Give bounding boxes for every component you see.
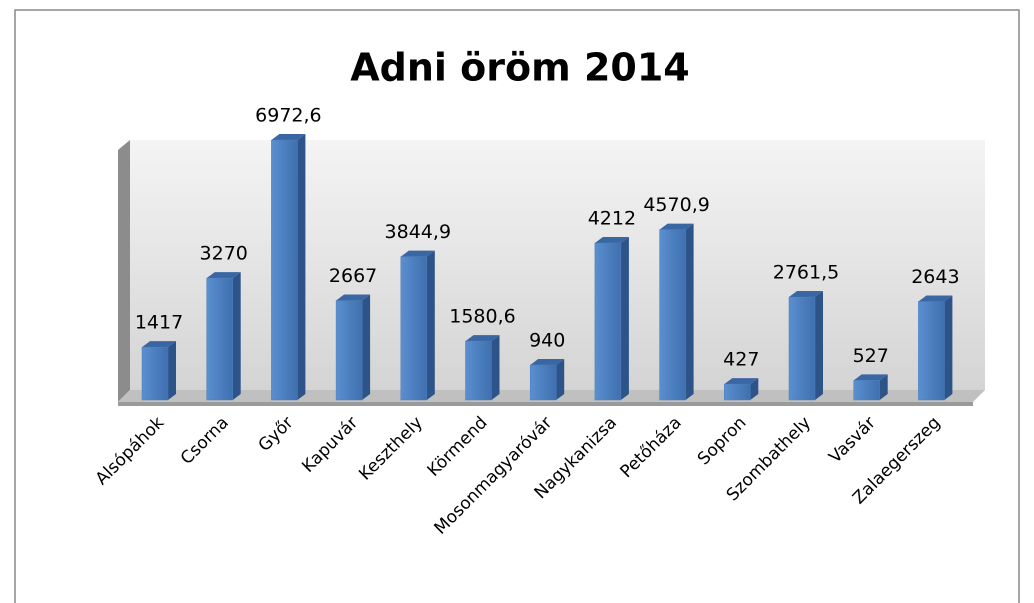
bar-top [724, 378, 759, 385]
value-label: 527 [853, 345, 889, 367]
bar-side [879, 374, 888, 400]
bar-side [426, 250, 435, 400]
bar [529, 364, 557, 401]
bar [659, 229, 686, 401]
value-label: 1417 [135, 312, 183, 334]
value-label: 427 [723, 349, 759, 371]
bar-top [336, 294, 371, 301]
bar [724, 383, 751, 401]
value-label: 3270 [200, 243, 248, 265]
bar [335, 300, 363, 401]
chart-title: Adni öröm 2014 [350, 46, 689, 90]
bar [594, 242, 622, 401]
side-wall [118, 140, 130, 402]
bar [206, 277, 233, 401]
value-label: 940 [529, 329, 565, 351]
bar-top [142, 341, 176, 348]
value-label: 3844,9 [385, 221, 451, 243]
bar-side [944, 295, 953, 400]
value-label: 2761,5 [773, 262, 839, 284]
bar [400, 256, 428, 401]
value-label: 4212 [588, 207, 636, 229]
value-label: 4570,9 [643, 194, 709, 216]
bar-top [271, 134, 306, 141]
bar-side [297, 134, 306, 401]
bar-top [789, 291, 823, 298]
bar-side [815, 291, 823, 400]
value-label: 2667 [329, 265, 377, 287]
bar-top [659, 223, 694, 230]
bar [271, 139, 298, 401]
bar-top [206, 272, 241, 279]
bar [465, 340, 492, 401]
floor-edge [118, 402, 973, 406]
bar [853, 380, 880, 401]
bar [788, 296, 816, 401]
value-label: 1580,6 [449, 306, 515, 328]
bar [918, 301, 945, 401]
bar-side [620, 236, 629, 400]
bar-side [491, 335, 500, 400]
bar-top [918, 295, 953, 302]
bar-side [750, 378, 759, 400]
bar-side [232, 272, 241, 400]
bar-top [400, 250, 435, 257]
bar [141, 346, 169, 401]
bar-top [465, 335, 500, 342]
value-label: 2643 [911, 266, 959, 288]
value-label: 6972,6 [255, 105, 321, 127]
bar-side [362, 294, 371, 400]
bar-side [685, 223, 694, 400]
bar-top [853, 374, 888, 381]
bar-side [556, 358, 565, 400]
bar-side [168, 341, 176, 400]
bar-top [594, 236, 629, 243]
bar-top [530, 358, 565, 365]
